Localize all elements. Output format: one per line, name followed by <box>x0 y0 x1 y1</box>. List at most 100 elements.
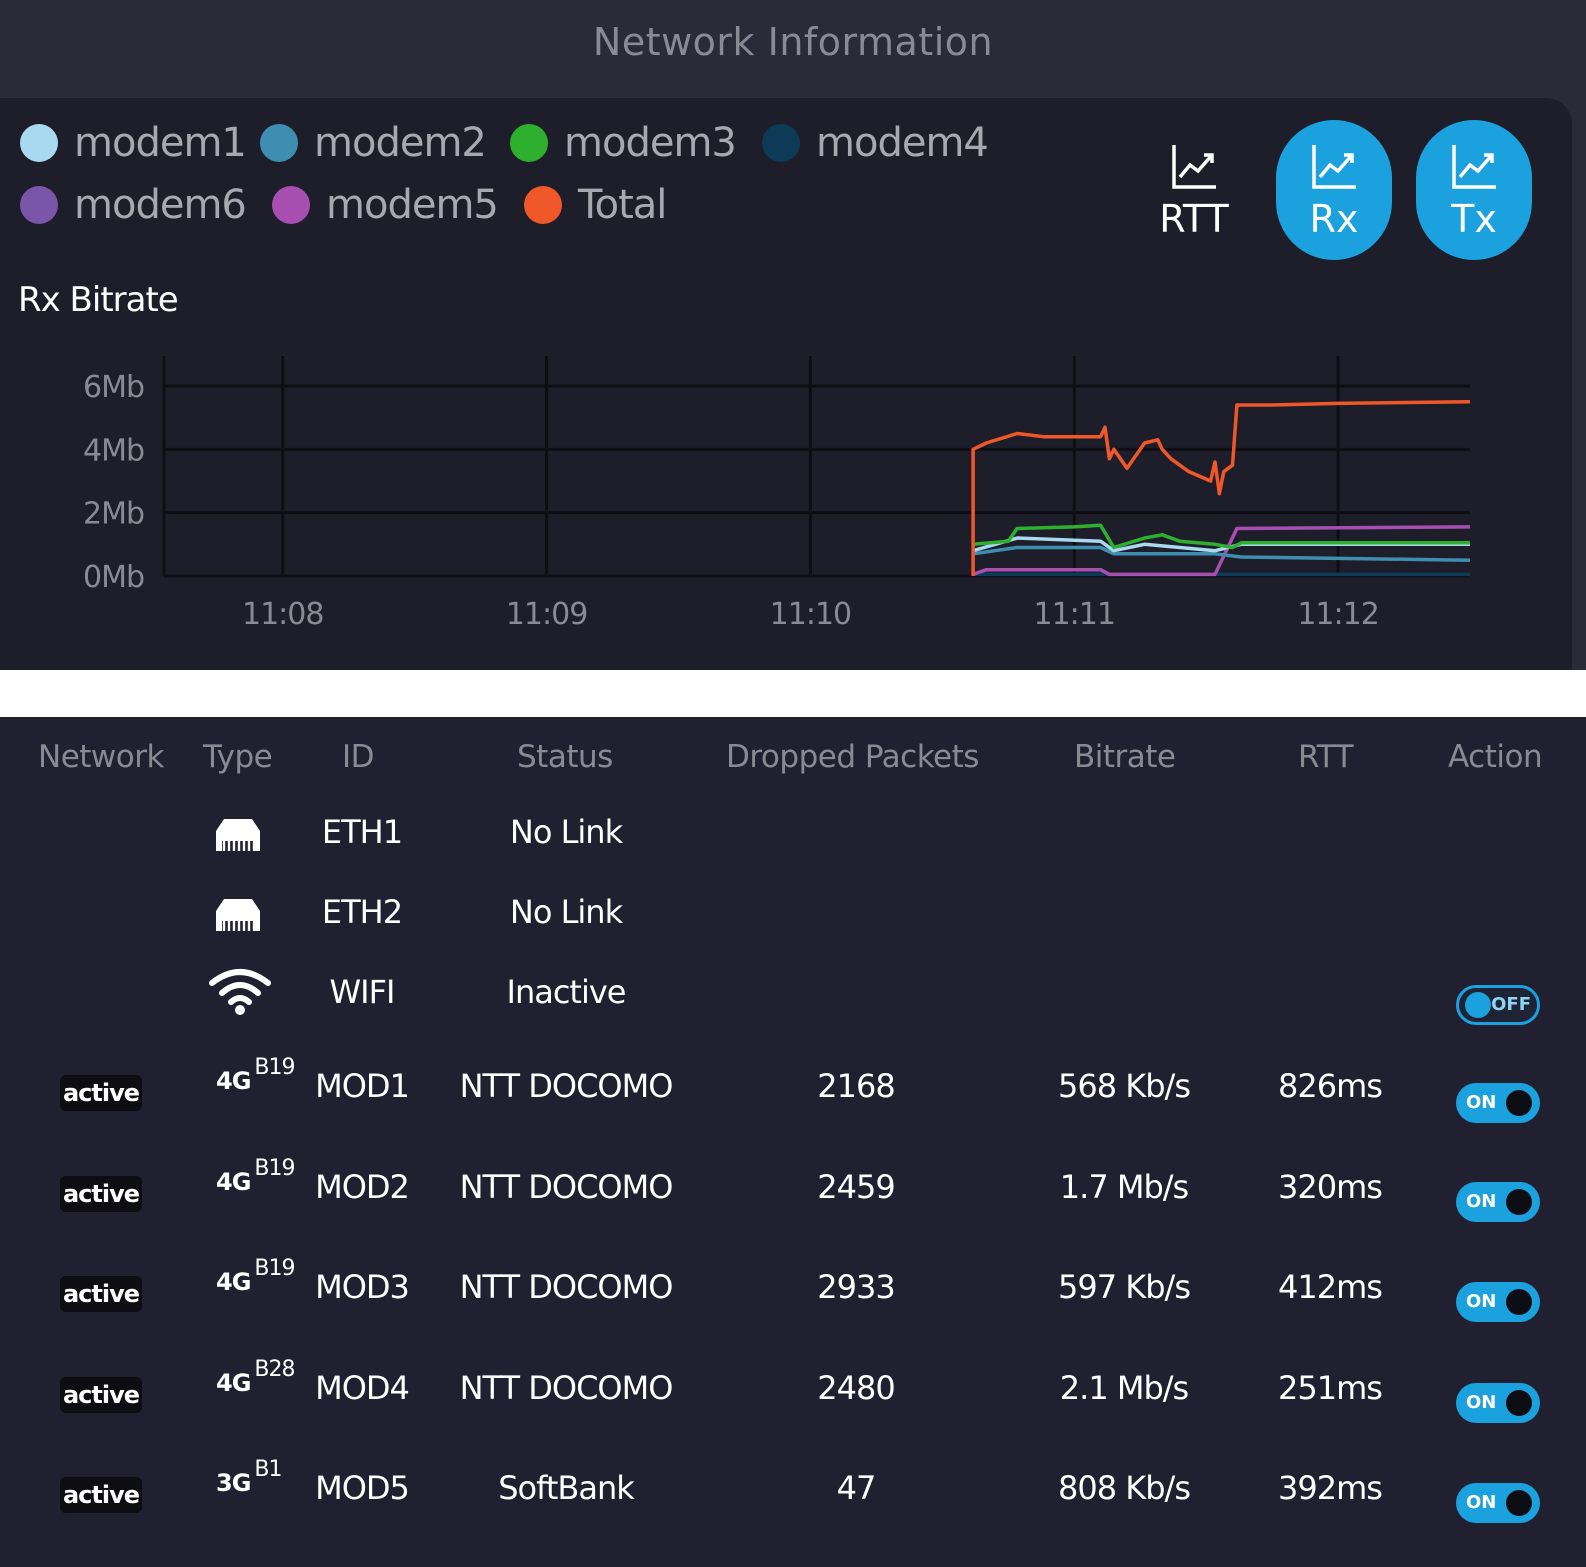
bitrate-value: 2.1 Mb/s <box>1059 1369 1189 1407</box>
legend-dot <box>510 124 548 162</box>
legend-label: modem1 <box>74 120 247 166</box>
line-chart-icon <box>1172 145 1216 189</box>
legend-item-total[interactable]: Total <box>524 182 667 228</box>
ethernet-icon <box>216 819 260 851</box>
wifi-toggle[interactable]: OFF <box>1456 985 1540 1025</box>
legend-item-modem3[interactable]: modem3 <box>510 120 737 166</box>
col-header-type: Type <box>203 739 273 775</box>
toggle-label: ON <box>1466 1492 1497 1513</box>
legend-item-modem2[interactable]: modem2 <box>260 120 487 166</box>
network-type: 3G B1 <box>216 1457 283 1497</box>
legend-label: modem6 <box>74 182 247 228</box>
legend-item-modem4[interactable]: modem4 <box>762 120 989 166</box>
dropped-packets: 2168 <box>817 1067 895 1105</box>
tx-metric-button[interactable]: Tx <box>1416 120 1532 260</box>
toggle-knob <box>1465 992 1491 1018</box>
network-type: 4G B19 <box>216 1156 296 1196</box>
legend-dot <box>260 124 298 162</box>
wifi-icon <box>209 969 271 1015</box>
network-type: 4G B19 <box>216 1055 296 1095</box>
modem-id: MOD4 <box>315 1369 410 1407</box>
x-tick-label: 11:12 <box>1297 597 1378 632</box>
interface-status: No Link <box>509 813 623 851</box>
generation-label: 4G <box>216 1369 251 1397</box>
dropped-packets: 2459 <box>817 1168 895 1206</box>
mod1-toggle[interactable]: ON <box>1456 1083 1540 1123</box>
network-type: 4G B19 <box>216 1256 296 1296</box>
carrier-status: SoftBank <box>498 1469 635 1507</box>
line-chart-icon <box>1452 145 1496 189</box>
band-label: B1 <box>254 1457 282 1482</box>
status-badge: active <box>60 1276 142 1312</box>
toggle-label: OFF <box>1491 994 1531 1015</box>
mod2-toggle[interactable]: ON <box>1456 1182 1540 1222</box>
toggle-knob <box>1506 1490 1532 1516</box>
rx-metric-button[interactable]: Rx <box>1276 120 1392 260</box>
carrier-status: NTT DOCOMO <box>459 1067 674 1105</box>
mod4-toggle[interactable]: ON <box>1456 1383 1540 1423</box>
legend-item-modem1[interactable]: modem1 <box>20 120 247 166</box>
rtt-metric-button[interactable]: RTT <box>1136 120 1252 260</box>
dropped-packets: 2933 <box>817 1268 895 1306</box>
bitrate-value: 597 Kb/s <box>1058 1268 1191 1306</box>
generation-label: 4G <box>216 1168 251 1196</box>
network-type: 4G B28 <box>216 1357 296 1397</box>
y-tick-label: 6Mb <box>83 370 144 405</box>
col-header-rtt: RTT <box>1298 739 1354 775</box>
status-badge: active <box>60 1075 142 1111</box>
legend-dot <box>524 186 562 224</box>
carrier-status: NTT DOCOMO <box>459 1369 674 1407</box>
x-tick-label: 11:09 <box>506 597 587 632</box>
modem-id: MOD2 <box>315 1168 410 1206</box>
col-header-id: ID <box>342 739 375 775</box>
interface-status: Inactive <box>506 973 627 1011</box>
legend-item-modem6[interactable]: modem6 <box>20 182 247 228</box>
interface-status: No Link <box>509 893 623 931</box>
band-label: B19 <box>254 1256 295 1281</box>
chart-card: modem1 modem2 modem3 modem4 modem6 modem… <box>0 98 1572 670</box>
rtt-value: 392ms <box>1278 1469 1383 1507</box>
x-tick-label: 11:10 <box>770 597 851 632</box>
legend-item-modem5[interactable]: modem5 <box>272 182 499 228</box>
legend-label: modem5 <box>326 182 499 228</box>
generation-label: 4G <box>216 1268 251 1296</box>
x-tick-label: 11:11 <box>1034 597 1115 632</box>
status-badge: active <box>60 1176 142 1212</box>
band-label: B19 <box>254 1055 295 1080</box>
dropped-packets: 2480 <box>817 1369 895 1407</box>
interface-id: ETH1 <box>321 813 403 851</box>
rx-bitrate-chart: 0Mb 2Mb 4Mb 6Mb 11:08 11:09 11:10 11:11 11:12 <box>83 356 1471 632</box>
col-header-bitrate: Bitrate <box>1074 739 1176 775</box>
rtt-value: 826ms <box>1278 1067 1383 1105</box>
mod5-toggle[interactable]: ON <box>1456 1483 1540 1523</box>
page-title: Network Information <box>592 20 994 64</box>
legend-label: Total <box>578 182 667 228</box>
dropped-packets: 47 <box>836 1469 877 1507</box>
legend-dot <box>20 124 58 162</box>
legend-dot <box>20 186 58 224</box>
carrier-status: NTT DOCOMO <box>459 1168 674 1206</box>
modem-id: MOD1 <box>315 1067 410 1105</box>
series-line-modem5 <box>972 525 1471 577</box>
legend-dot <box>762 124 800 162</box>
toggle-knob <box>1506 1390 1532 1416</box>
band-label: B19 <box>254 1156 295 1181</box>
series-line-total <box>971 400 1471 576</box>
toggle-knob <box>1506 1189 1532 1215</box>
chart-title: Rx Bitrate <box>18 280 179 320</box>
y-tick-label: 4Mb <box>83 433 144 468</box>
toggle-knob <box>1506 1090 1532 1116</box>
legend-label: modem2 <box>314 120 487 166</box>
interfaces-table: Network Type ID Status Dropped Packets B… <box>0 717 1586 1567</box>
band-label: B28 <box>254 1357 295 1382</box>
col-header-action: Action <box>1448 739 1543 775</box>
network-info-panel: Network Information modem1 modem2 modem3… <box>0 0 1586 670</box>
series-line-modem3 <box>972 523 1470 550</box>
generation-label: 3G <box>216 1469 251 1497</box>
legend-dot <box>272 186 310 224</box>
rx-label: Rx <box>1309 197 1359 241</box>
toggle-label: ON <box>1466 1291 1497 1312</box>
status-badge: active <box>60 1477 142 1513</box>
toggle-label: ON <box>1466 1092 1497 1113</box>
mod3-toggle[interactable]: ON <box>1456 1282 1540 1322</box>
